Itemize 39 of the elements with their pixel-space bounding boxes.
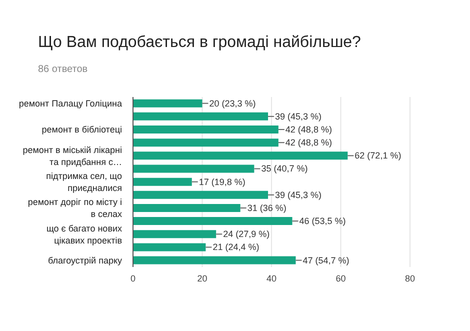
data-label: 39 (45,3 %) bbox=[275, 190, 322, 200]
data-label: 24 (27,9 %) bbox=[223, 229, 270, 240]
data-label: 46 (53,5 %) bbox=[299, 216, 346, 226]
data-label: 35 (40,7 %) bbox=[261, 164, 308, 174]
bar bbox=[133, 217, 292, 226]
y-tick-label: ремонт Палацу Голіцина bbox=[18, 98, 122, 109]
bar bbox=[133, 230, 216, 238]
bar bbox=[133, 243, 206, 252]
bar bbox=[133, 138, 278, 147]
bar bbox=[133, 164, 254, 173]
bar bbox=[133, 256, 296, 264]
x-tick-label: 40 bbox=[266, 273, 277, 284]
y-tick-label: що є багато нових цікавих проектів bbox=[46, 223, 122, 246]
data-label: 62 (72,1 %) bbox=[354, 150, 402, 161]
bar bbox=[133, 99, 202, 108]
data-label: 47 (54,7 %) bbox=[302, 255, 350, 266]
data-label: 42 (48,8 %) bbox=[285, 124, 332, 135]
data-label: 20 (23,3 %) bbox=[209, 98, 256, 108]
x-tick-label: 20 bbox=[197, 273, 208, 284]
x-tick-label: 0 bbox=[130, 273, 136, 284]
bar bbox=[133, 204, 240, 212]
data-label: 17 (19,8 %) bbox=[198, 176, 246, 187]
data-label: 39 (45,3 %) bbox=[275, 111, 322, 122]
chart-title: Що Вам подобається в громаді найбільше? bbox=[38, 34, 361, 52]
y-tick-label: ремонт в міській лікарні та придбання с… bbox=[22, 144, 122, 167]
bar bbox=[133, 112, 268, 120]
bar bbox=[133, 190, 268, 199]
bar bbox=[133, 126, 278, 134]
y-tick-label: ремонт в бібліотеці bbox=[42, 124, 122, 135]
x-tick-label: 80 bbox=[404, 273, 416, 284]
bar bbox=[133, 178, 192, 186]
x-tick-label: 60 bbox=[336, 273, 346, 284]
bar bbox=[133, 152, 348, 160]
data-label: 31 (36 %) bbox=[247, 202, 286, 213]
chart-subtitle: 86 ответов bbox=[38, 64, 88, 75]
data-label: 42 (48,8 %) bbox=[285, 138, 332, 148]
data-label: 21 (24,4 %) bbox=[212, 242, 260, 252]
y-tick-label: благоустрій парку bbox=[48, 255, 122, 266]
y-tick-label: підтримка сел, що приєдналися bbox=[46, 171, 122, 193]
